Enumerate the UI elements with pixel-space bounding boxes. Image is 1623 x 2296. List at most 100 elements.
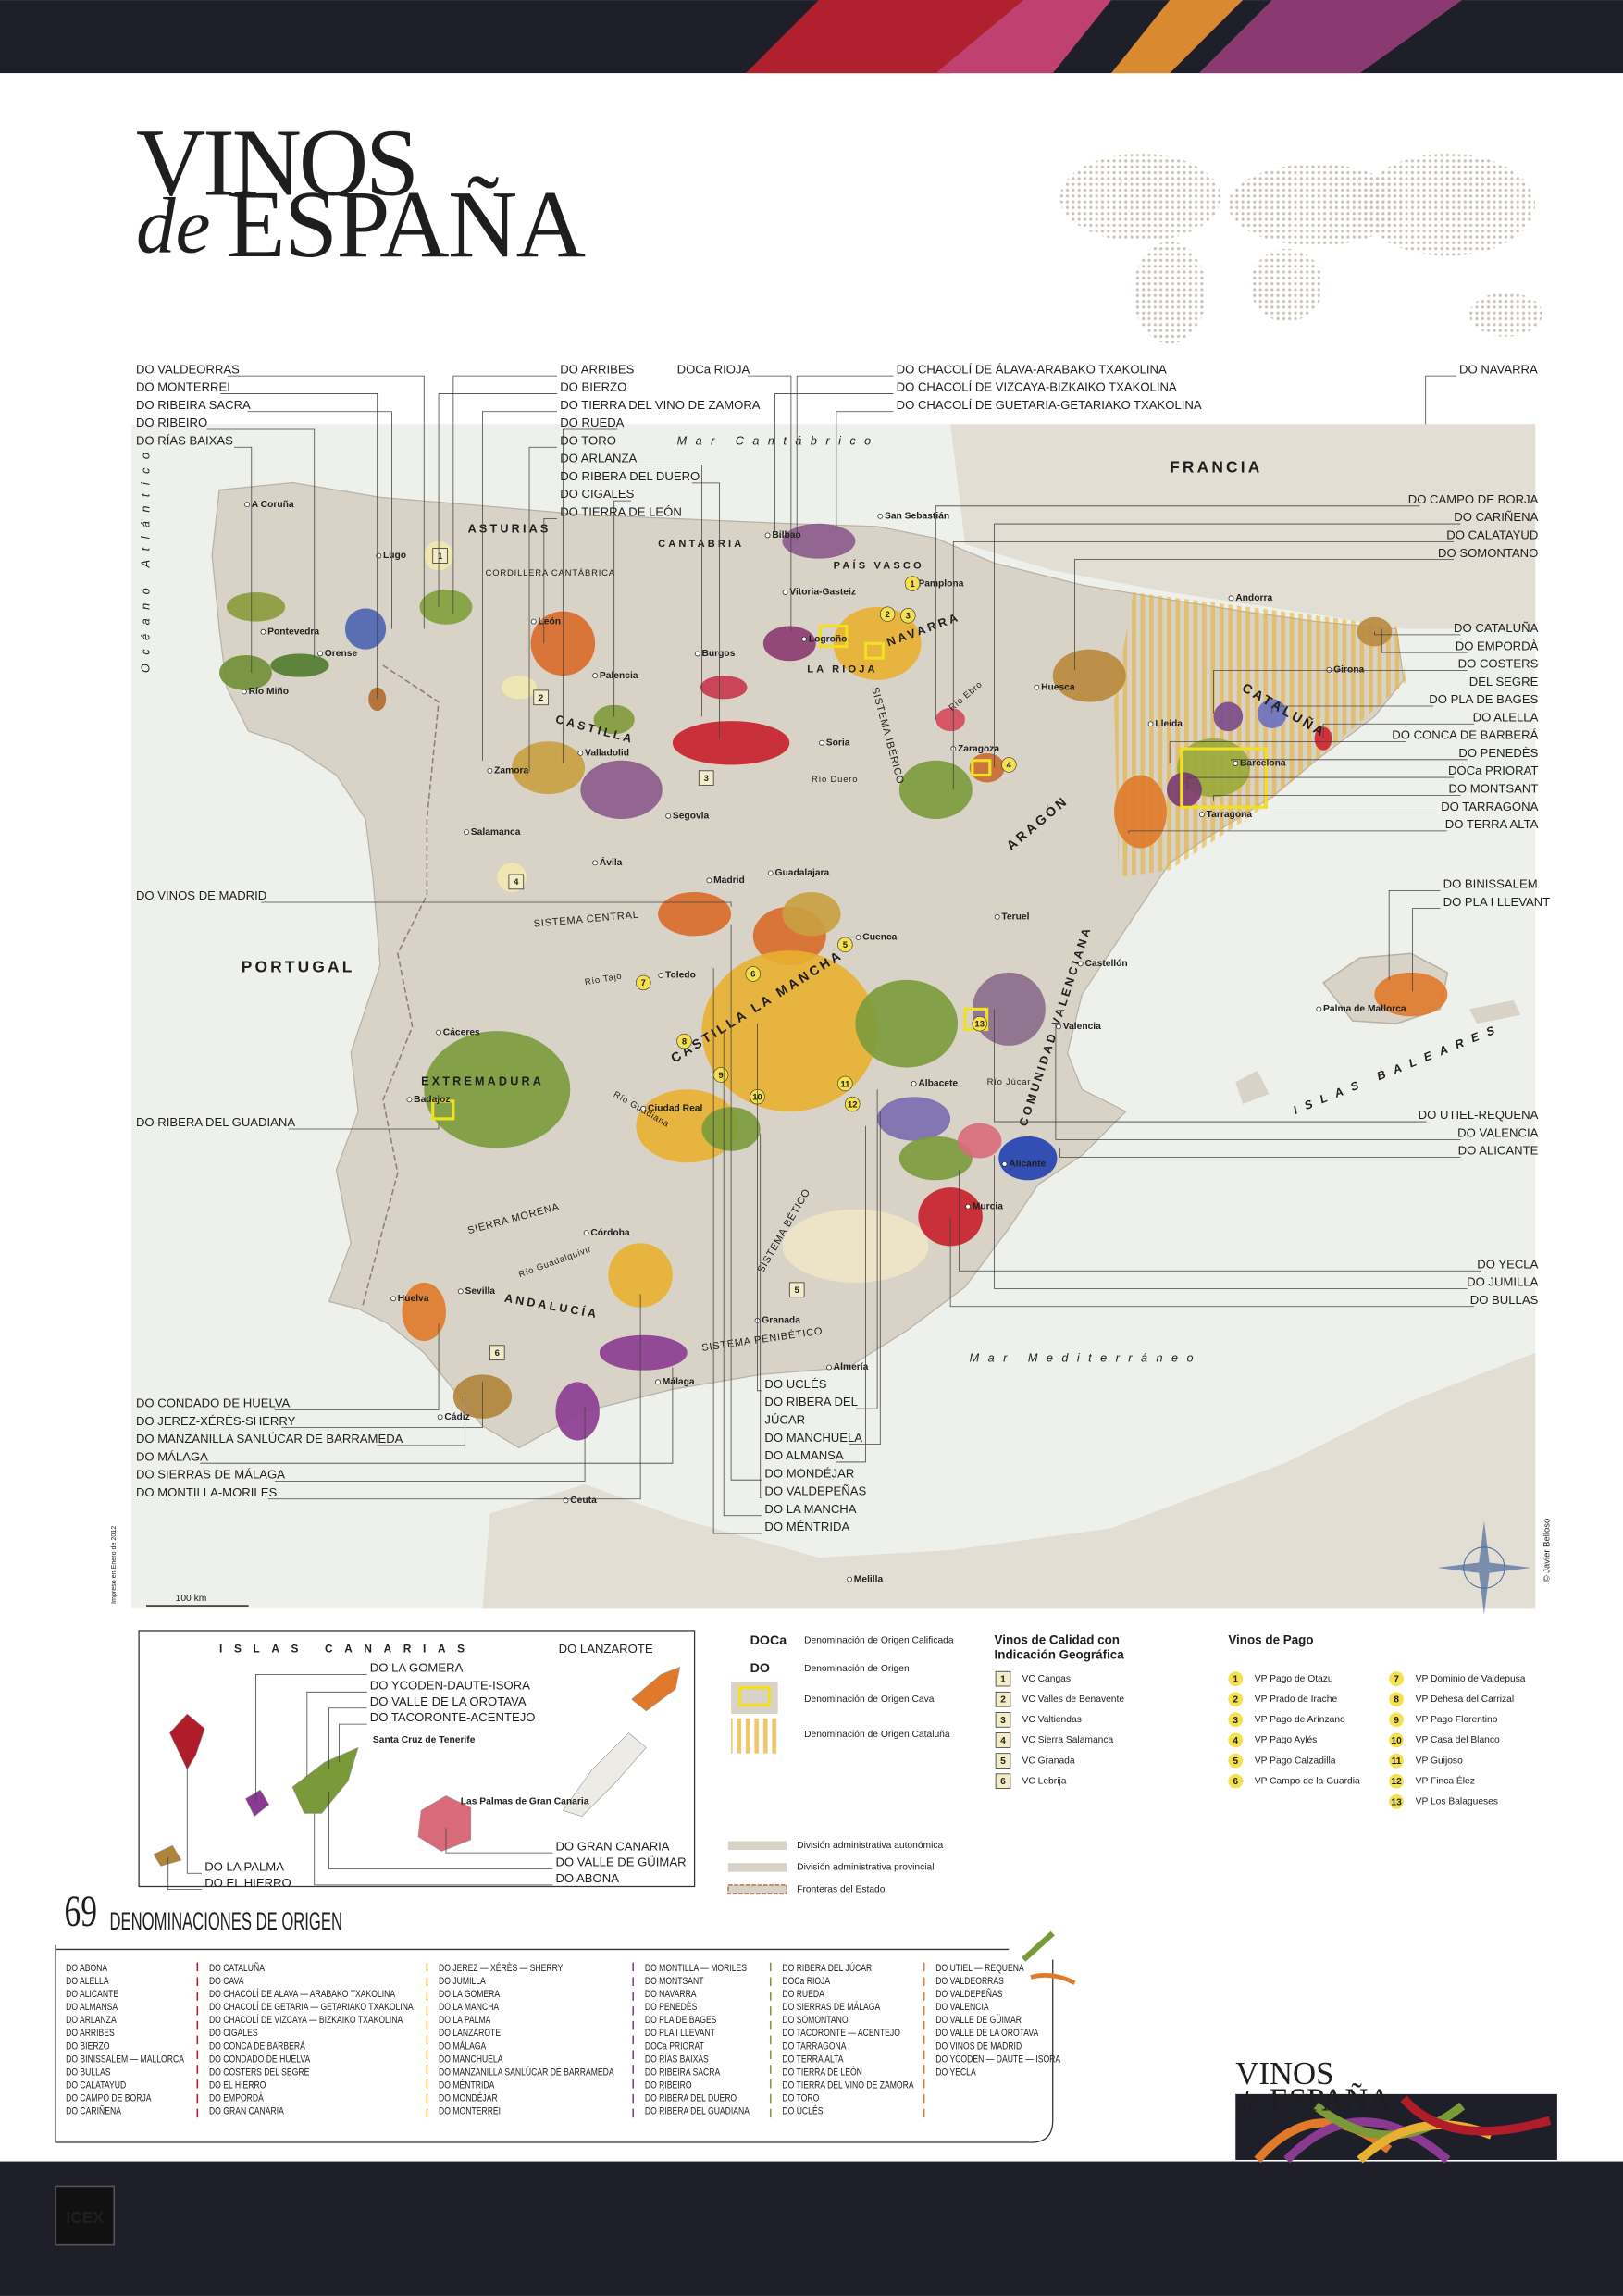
callout-leader bbox=[1059, 1148, 1461, 1159]
denomination-item: DO YECLA bbox=[935, 2066, 976, 2078]
vp-marker bbox=[900, 608, 916, 624]
vp-swatch bbox=[1389, 1671, 1404, 1687]
vp-marker-number: 4 bbox=[1007, 761, 1012, 771]
vc-marker bbox=[533, 689, 549, 706]
france bbox=[950, 424, 1536, 629]
denominations-title: DENOMINACIONES DE ORIGEN bbox=[110, 1907, 342, 1935]
city-label: Córdoba bbox=[590, 1228, 629, 1238]
callout-label: DO VALENCIA bbox=[1457, 1125, 1538, 1139]
do-area bbox=[580, 760, 663, 819]
callout-label: DO YCODEN-DAUTE-ISORA bbox=[370, 1678, 530, 1692]
do-area bbox=[969, 752, 1005, 783]
denomination-item: DO ABONA bbox=[66, 1963, 107, 1974]
city-label: Badajoz bbox=[414, 1095, 450, 1105]
callout-leader bbox=[994, 1155, 1468, 1289]
denomination-item: DO TACORONTE — ACENTEJO bbox=[782, 2028, 900, 2039]
region-label: Río Júcar bbox=[987, 1077, 1032, 1087]
callout-leader bbox=[760, 1133, 762, 1498]
vp-swatch bbox=[1228, 1732, 1244, 1748]
callout-label: DO TERRA ALTA bbox=[1445, 817, 1539, 831]
denomination-item: DO TIERRA DE LEÓN bbox=[782, 2066, 862, 2078]
callout-leader bbox=[445, 1828, 553, 1854]
city-dot bbox=[767, 870, 774, 876]
denomination-item: DO VALENCIA bbox=[935, 2002, 989, 2013]
vc-marker bbox=[508, 874, 525, 890]
vp-marker bbox=[972, 1015, 987, 1032]
city-label: Madrid bbox=[713, 875, 745, 886]
denomination-item: DO TORO bbox=[782, 2093, 819, 2104]
city-dot bbox=[1198, 812, 1205, 818]
do-area bbox=[599, 1334, 688, 1371]
do-area bbox=[782, 523, 856, 559]
city-dot bbox=[390, 1296, 396, 1302]
vp-number: 12 bbox=[1391, 1777, 1402, 1787]
callout-label: DO CHACOLÍ DE VIZCAYA-BIZKAIKO TXAKOLINA bbox=[897, 380, 1177, 394]
vp-swatch bbox=[1228, 1753, 1244, 1769]
city-label: León bbox=[539, 616, 562, 627]
callout-label: DO MONTILLA-MORILES bbox=[136, 1485, 277, 1499]
city-label: Vitoria-Gasteiz bbox=[789, 588, 856, 598]
callout-label: DO ABONA bbox=[555, 1871, 619, 1885]
vp-name: VP Los Balagueses bbox=[1416, 1797, 1498, 1807]
denomination-item: DO VALDEORRAS bbox=[935, 1976, 1004, 1987]
denomination-item: DO MONTSANT bbox=[645, 1976, 704, 1987]
city-dot bbox=[658, 973, 664, 978]
city-label: Valladolid bbox=[585, 749, 629, 759]
callout-leader bbox=[247, 411, 392, 629]
callout-leader bbox=[339, 1723, 367, 1763]
denomination-item: DO PENEDÈS bbox=[645, 2002, 698, 2013]
callout-leader bbox=[1186, 776, 1455, 790]
city-dot bbox=[1077, 961, 1084, 967]
island bbox=[631, 1666, 681, 1712]
callout-label: DO VALLE DE GÜIMAR bbox=[555, 1855, 686, 1869]
city-label: Valencia bbox=[1063, 1022, 1101, 1032]
do-area bbox=[898, 1136, 973, 1181]
callout-leader bbox=[723, 1031, 762, 1517]
denomination-item: DO CIGALES bbox=[209, 2028, 258, 2039]
callout-leader bbox=[528, 446, 558, 773]
callout-leader bbox=[275, 1407, 586, 1482]
vc-swatch bbox=[995, 1670, 1011, 1687]
callout-leader bbox=[856, 1089, 878, 1409]
denomination-item: DO JEREZ — XÉRÈS — SHERRY bbox=[439, 1963, 564, 1974]
vp-name: VP Campo de la Guardia bbox=[1255, 1776, 1360, 1786]
legend-description: Denominación de Origen Cava bbox=[804, 1694, 935, 1705]
vp-name: VP Guijoso bbox=[1416, 1756, 1463, 1766]
cava-area bbox=[863, 641, 886, 660]
callout-leader bbox=[288, 1123, 440, 1130]
callout-label: DO RUEDA bbox=[560, 416, 624, 429]
callout-leader bbox=[952, 540, 1455, 790]
denomination-item: DO LA MANCHA bbox=[439, 2002, 499, 2013]
vc-marker bbox=[432, 548, 448, 564]
denomination-item: DO ALELLA bbox=[66, 1976, 109, 1987]
callout-leader bbox=[206, 428, 316, 659]
denomination-item: DO LA PALMA bbox=[439, 2015, 491, 2026]
callout-label: DO CALATAYUD bbox=[1446, 528, 1538, 542]
callout-label: DO RIBERA DEL GUADIANA bbox=[136, 1115, 295, 1129]
vp-marker-number: 13 bbox=[974, 1019, 985, 1029]
list-frame bbox=[55, 1944, 1054, 2143]
vc-number: 5 bbox=[1000, 1756, 1006, 1767]
callout-leader bbox=[167, 1856, 203, 1891]
vp-marker-number: 11 bbox=[840, 1079, 849, 1089]
city-dot bbox=[436, 1029, 441, 1036]
callout-label: DO JEREZ-XÉRÈS-SHERRY bbox=[136, 1414, 296, 1428]
denomination-item: DO MANCHUELA bbox=[439, 2054, 503, 2065]
vc-marker bbox=[698, 770, 714, 787]
denomination-item: DO PLA I LLEVANT bbox=[645, 2028, 715, 2039]
vp-swatch bbox=[1228, 1712, 1244, 1728]
callout-label: DO LA MANCHA bbox=[764, 1502, 856, 1516]
island bbox=[245, 1789, 270, 1818]
do-area bbox=[1114, 775, 1167, 849]
denomination-item: DO CONDADO DE HUELVA bbox=[209, 2054, 311, 2065]
denomination-item: DO ALMANSA bbox=[66, 2002, 118, 2013]
scale-label: 100 km bbox=[176, 1594, 207, 1604]
vp-marker bbox=[904, 576, 921, 591]
city-label: Salamanca bbox=[471, 827, 521, 838]
city-label: Soria bbox=[826, 738, 850, 749]
vp-name: VP Casa del Blanco bbox=[1416, 1735, 1500, 1745]
vp-marker-number: 1 bbox=[910, 579, 914, 590]
city-dot bbox=[406, 1097, 413, 1103]
denomination-item: DO SIERRAS DE MÁLAGA bbox=[782, 2002, 880, 2013]
city-dot bbox=[782, 590, 788, 595]
